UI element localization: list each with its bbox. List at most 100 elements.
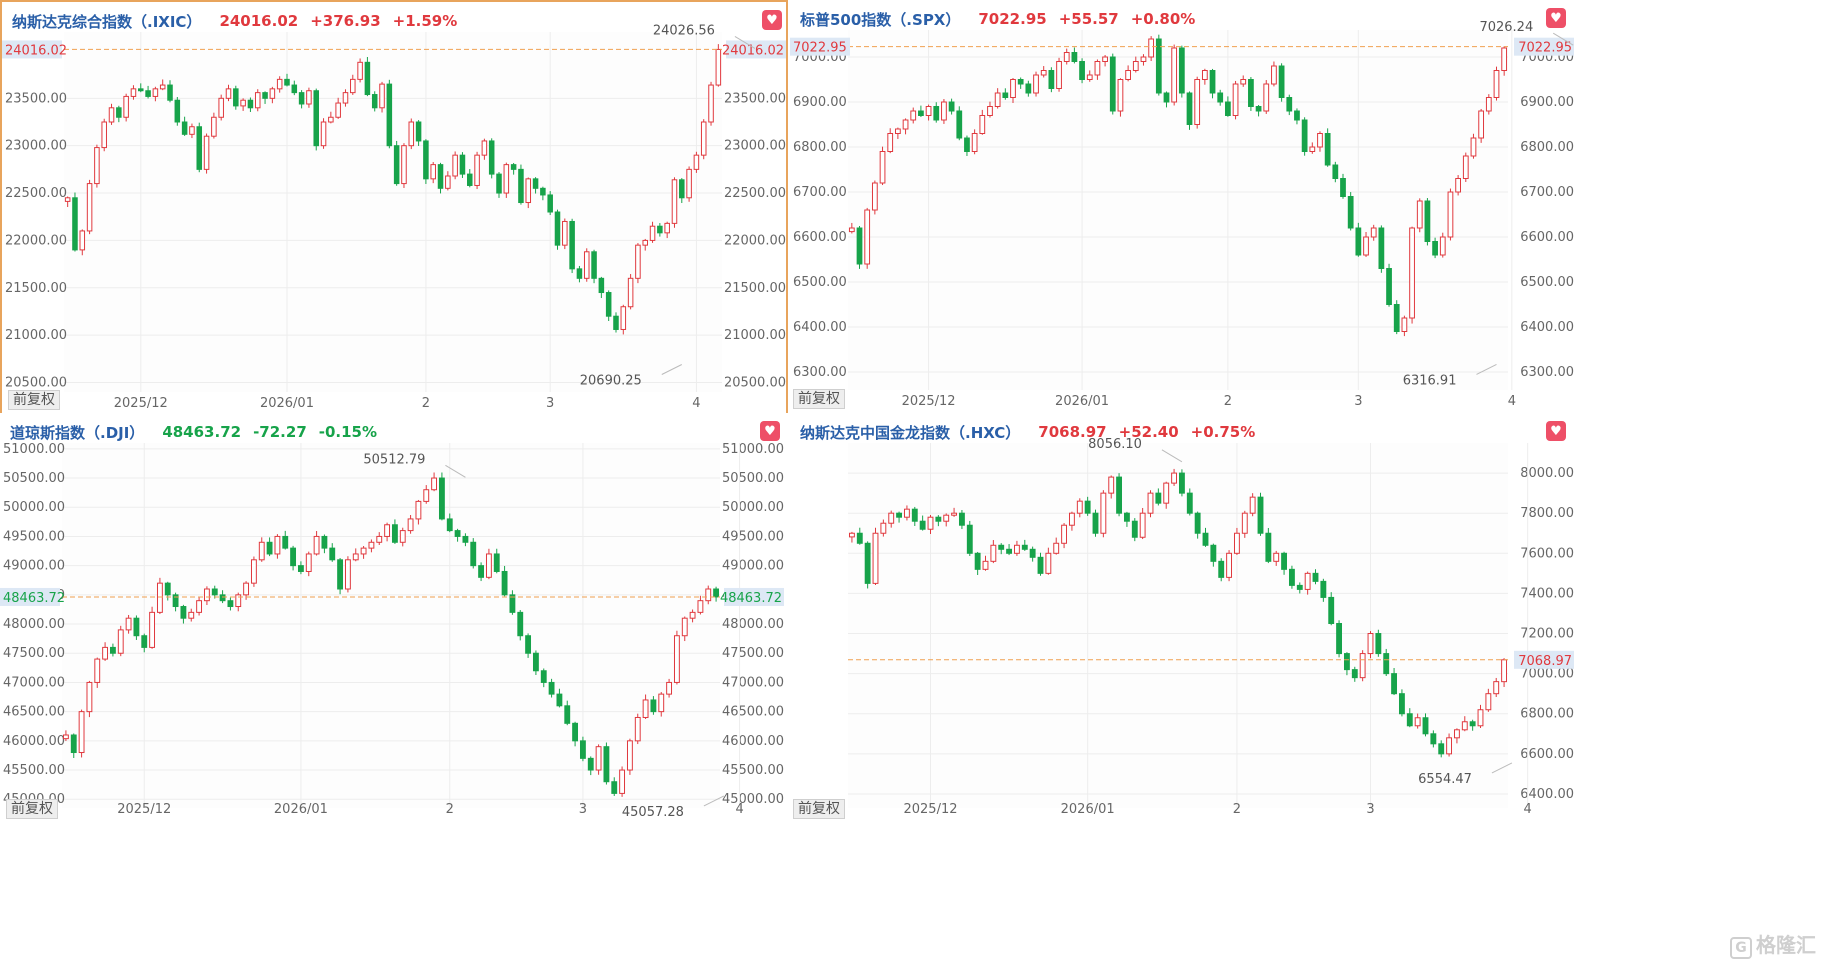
candle[interactable]: [203, 586, 210, 606]
candle[interactable]: [72, 192, 78, 252]
candle[interactable]: [1002, 88, 1009, 100]
candle[interactable]: [211, 585, 218, 599]
candle[interactable]: [532, 177, 539, 194]
candle[interactable]: [1040, 66, 1047, 78]
candle[interactable]: [1116, 473, 1123, 517]
candle[interactable]: [254, 89, 261, 112]
candle[interactable]: [1378, 225, 1385, 273]
candle[interactable]: [540, 668, 547, 688]
candle[interactable]: [1053, 537, 1060, 555]
candle[interactable]: [1278, 63, 1285, 102]
candle[interactable]: [598, 276, 605, 299]
candle[interactable]: [671, 177, 678, 228]
candle[interactable]: [172, 592, 179, 612]
candle[interactable]: [1013, 540, 1020, 556]
candle[interactable]: [927, 514, 934, 535]
candle[interactable]: [313, 88, 319, 151]
candle[interactable]: [211, 112, 217, 139]
candle[interactable]: [1340, 173, 1346, 199]
candle[interactable]: [689, 609, 696, 623]
candle[interactable]: [713, 586, 720, 602]
candle[interactable]: [1271, 61, 1277, 87]
candle[interactable]: [371, 91, 378, 112]
candle[interactable]: [1320, 578, 1327, 602]
candle[interactable]: [174, 97, 181, 126]
candle[interactable]: [951, 507, 958, 517]
candle[interactable]: [1485, 688, 1492, 712]
candle[interactable]: [145, 85, 151, 99]
candle[interactable]: [218, 94, 224, 121]
candle[interactable]: [1248, 77, 1254, 111]
candle[interactable]: [1462, 152, 1469, 182]
candle[interactable]: [240, 98, 246, 111]
candle[interactable]: [1094, 59, 1101, 80]
candle[interactable]: [569, 218, 575, 274]
candle[interactable]: [423, 139, 429, 184]
candle[interactable]: [478, 562, 485, 582]
candle[interactable]: [1383, 648, 1390, 677]
candle[interactable]: [376, 532, 383, 545]
candle[interactable]: [62, 730, 69, 742]
candle[interactable]: [1233, 527, 1240, 555]
candle[interactable]: [1210, 543, 1217, 567]
candle[interactable]: [1386, 263, 1392, 307]
candle[interactable]: [430, 162, 436, 184]
heart-icon[interactable]: ♥: [1546, 421, 1566, 441]
candle[interactable]: [911, 506, 918, 526]
candle[interactable]: [697, 595, 704, 615]
candle[interactable]: [1025, 80, 1032, 97]
candle[interactable]: [1343, 652, 1350, 676]
candle[interactable]: [1132, 56, 1139, 73]
candle[interactable]: [282, 530, 289, 550]
candle[interactable]: [896, 511, 903, 523]
candle[interactable]: [1401, 315, 1408, 337]
candle[interactable]: [431, 472, 438, 492]
candle[interactable]: [1312, 569, 1319, 585]
candle[interactable]: [1493, 677, 1500, 698]
candle[interactable]: [1139, 507, 1146, 540]
candle[interactable]: [438, 472, 445, 521]
chart-panel-dji[interactable]: 道琼斯指数（.DJI） 48463.72 -72.27 -0.15% ♥ 450…: [0, 413, 788, 965]
candle[interactable]: [510, 162, 517, 175]
candle[interactable]: [642, 238, 648, 251]
candle[interactable]: [1446, 733, 1453, 757]
price-adjust-button[interactable]: 前复权: [793, 389, 845, 409]
candle[interactable]: [1010, 78, 1016, 103]
candle[interactable]: [452, 151, 458, 180]
candle[interactable]: [298, 90, 305, 109]
candle[interactable]: [715, 44, 722, 87]
candle[interactable]: [1226, 550, 1233, 582]
candle[interactable]: [888, 510, 895, 528]
candle[interactable]: [1324, 128, 1331, 167]
candle[interactable]: [459, 152, 466, 178]
candle[interactable]: [591, 249, 597, 284]
candle[interactable]: [399, 527, 406, 547]
candle[interactable]: [284, 73, 290, 87]
candle[interactable]: [474, 151, 480, 190]
candle[interactable]: [189, 123, 195, 139]
candle[interactable]: [149, 606, 156, 649]
candle[interactable]: [233, 85, 239, 110]
candle[interactable]: [350, 74, 356, 95]
candle[interactable]: [86, 179, 93, 235]
candle[interactable]: [933, 102, 940, 123]
candle[interactable]: [1351, 666, 1358, 682]
candle[interactable]: [1029, 546, 1036, 562]
candle[interactable]: [247, 97, 254, 112]
candle[interactable]: [117, 625, 124, 657]
candle[interactable]: [1304, 571, 1311, 595]
candle[interactable]: [1367, 631, 1374, 659]
candle[interactable]: [1414, 713, 1421, 729]
candle[interactable]: [700, 119, 707, 160]
candle[interactable]: [357, 58, 363, 83]
candle[interactable]: [235, 592, 242, 612]
candle[interactable]: [481, 138, 488, 160]
candle[interactable]: [540, 186, 546, 201]
candle[interactable]: [650, 696, 657, 715]
candle[interactable]: [547, 191, 553, 216]
candle[interactable]: [1241, 510, 1248, 538]
candle[interactable]: [423, 485, 430, 504]
candle[interactable]: [225, 84, 232, 102]
candle[interactable]: [335, 97, 341, 119]
candle[interactable]: [101, 118, 107, 152]
